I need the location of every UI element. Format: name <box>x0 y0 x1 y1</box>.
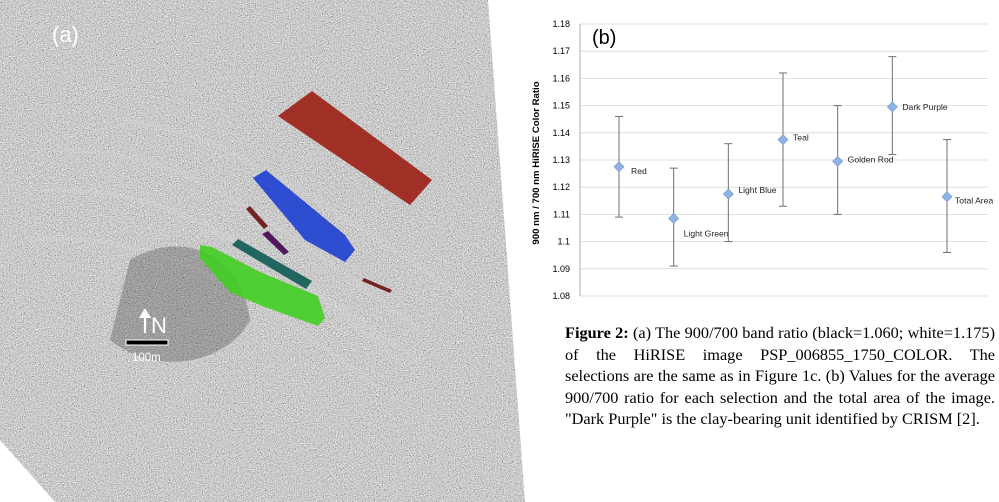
y-tick-label: 1.15 <box>552 101 570 111</box>
north-arrow-icon <box>139 308 151 333</box>
data-label: Golden Rod <box>848 154 894 164</box>
data-point <box>886 101 898 113</box>
y-tick-label: 1.18 <box>552 19 570 29</box>
data-point <box>668 213 680 224</box>
dark-purple-selection <box>262 231 289 255</box>
data-point <box>777 134 789 146</box>
data-label: Dark Purple <box>902 102 948 112</box>
caption-text: (a) The 900/700 band ratio (black=1.060;… <box>565 323 995 429</box>
y-tick-label: 1.11 <box>553 209 570 219</box>
data-point <box>941 191 953 203</box>
y-tick-labels: 1.08 1.09 1.1 1.11 1.12 1.13 1.14 1.15 1.16 1.17 1… <box>552 19 570 301</box>
red-selection <box>278 91 432 205</box>
y-tick-label: 1.14 <box>552 128 570 138</box>
chart-grid <box>579 23 988 297</box>
panel-b-label: (b) <box>592 27 616 49</box>
ratio-chart: 1.08 1.09 1.1 1.11 1.12 1.13 1.14 1.15 1.16 1.17 1… <box>531 19 993 301</box>
scale-label: 100m <box>132 352 161 364</box>
teal-selection <box>232 239 312 289</box>
y-tick-label: 1.08 <box>552 291 570 301</box>
y-tick-label: 1.12 <box>552 182 570 192</box>
golden-rod-selection-2 <box>362 278 392 293</box>
blue-selection <box>253 170 355 262</box>
panel-a-label: (a) <box>52 22 79 47</box>
category-labels: Red Light Green Light Blue Teal Golden Rod Da… <box>631 102 993 239</box>
figure-caption: Figure 2: (a) The 900/700 band ratio (bl… <box>565 322 995 430</box>
green-selection <box>200 245 325 326</box>
data-point <box>832 155 844 167</box>
data-label: Total Area <box>955 196 993 206</box>
data-label: Light Green <box>684 228 729 238</box>
data-point <box>613 161 625 173</box>
data-label: Light Blue <box>738 185 776 195</box>
north-label: N <box>151 313 167 338</box>
scale-bar <box>125 339 169 346</box>
y-axis-label: 900 nm / 700 nm HiRISE Color Ratio <box>531 81 542 244</box>
ratio-image-panel: (a) N 100m <box>0 0 525 502</box>
data-label: Teal <box>793 133 809 143</box>
data-label: Red <box>631 166 647 176</box>
data-point <box>722 188 734 200</box>
chart-marks <box>613 56 953 267</box>
y-tick-label: 1.13 <box>552 155 570 165</box>
y-tick-label: 1.16 <box>552 73 570 83</box>
golden-rod-selection <box>246 206 268 229</box>
y-tick-label: 1.1 <box>557 237 570 247</box>
caption-lead: Figure 2: <box>565 323 629 342</box>
y-tick-label: 1.09 <box>552 264 570 274</box>
y-tick-label: 1.17 <box>552 46 570 56</box>
